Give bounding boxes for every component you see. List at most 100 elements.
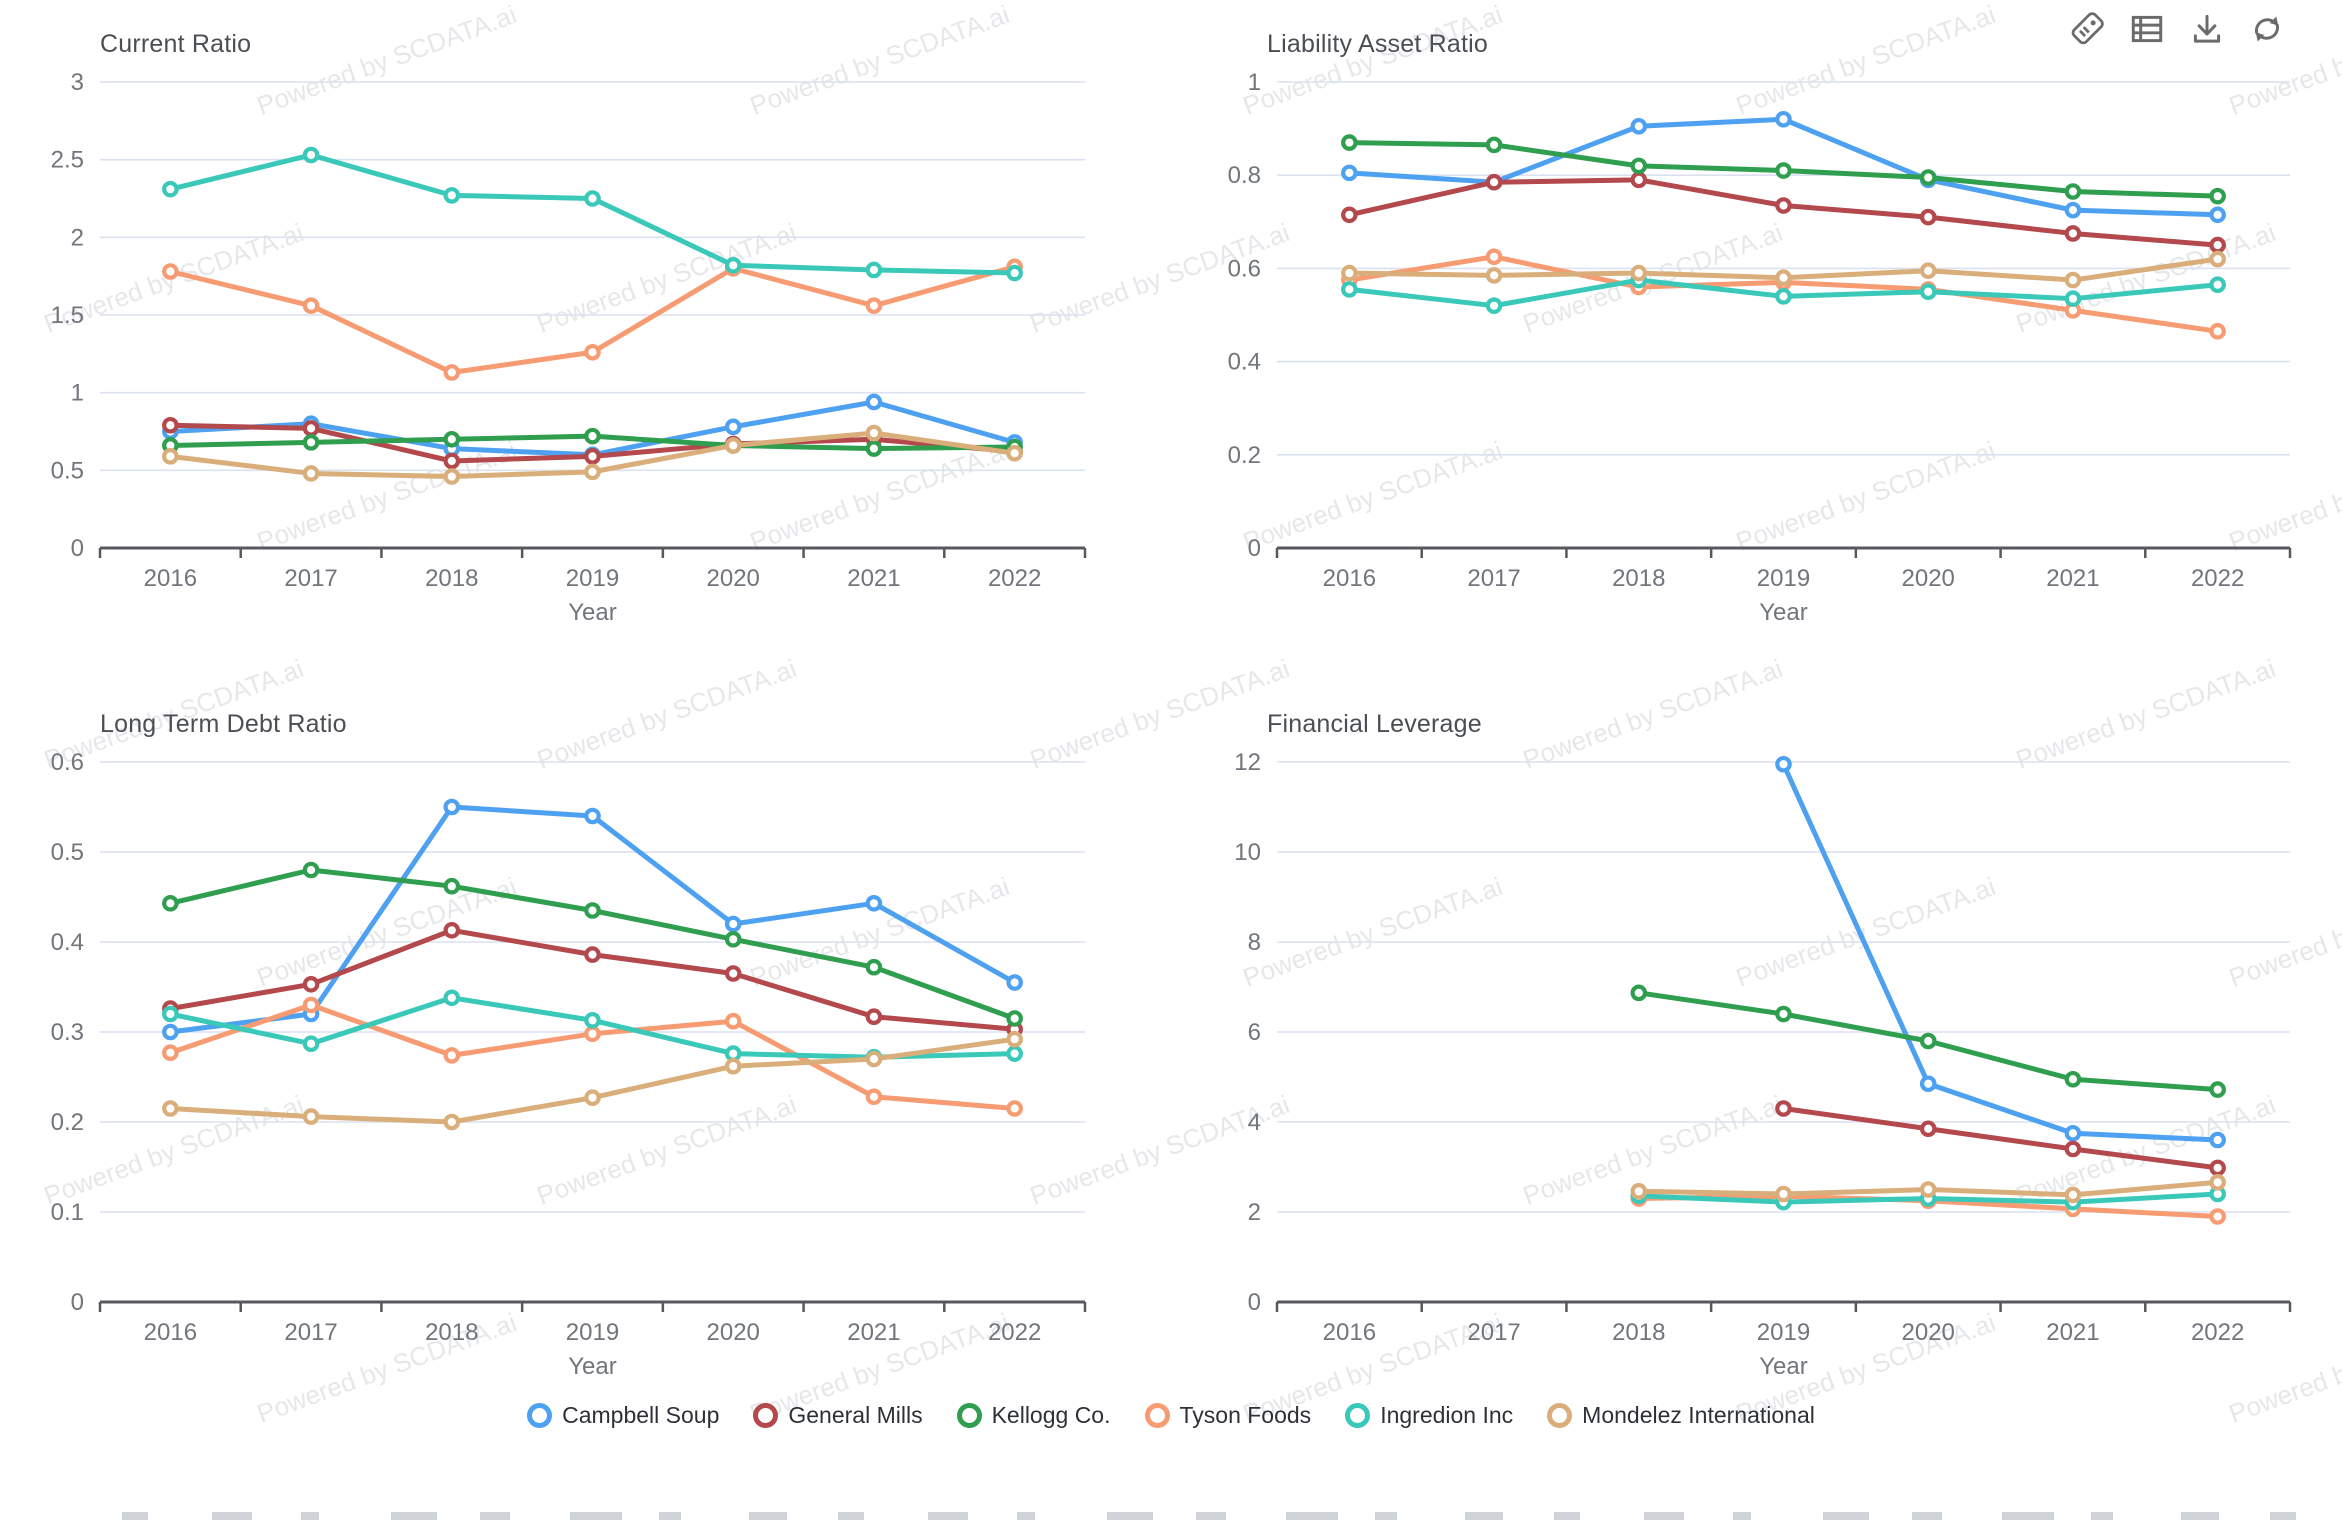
data-point-marker[interactable] xyxy=(1630,984,1648,1002)
data-point-marker[interactable] xyxy=(302,861,320,879)
legend-item-kellogg-co-[interactable]: Kellogg Co. xyxy=(956,1402,1111,1429)
tag-icon[interactable] xyxy=(2068,10,2106,48)
data-point-marker[interactable] xyxy=(1006,264,1023,282)
data-point-marker[interactable] xyxy=(443,798,461,816)
data-point-marker[interactable] xyxy=(443,364,461,381)
data-point-marker[interactable] xyxy=(724,1012,742,1030)
data-point-marker[interactable] xyxy=(302,465,320,482)
data-point-marker[interactable] xyxy=(2209,250,2226,268)
refresh-icon[interactable] xyxy=(2248,10,2286,48)
data-point-marker[interactable] xyxy=(1630,264,1648,282)
data-point-marker[interactable] xyxy=(584,190,601,207)
data-point-marker[interactable] xyxy=(2064,1140,2082,1158)
data-point-marker[interactable] xyxy=(443,452,461,470)
data-point-marker[interactable] xyxy=(584,427,601,445)
data-point-marker[interactable] xyxy=(443,1113,461,1131)
data-point-marker[interactable] xyxy=(2064,290,2082,307)
table-icon[interactable] xyxy=(2128,10,2166,48)
data-point-marker[interactable] xyxy=(1775,1185,1792,1203)
data-point-marker[interactable] xyxy=(443,877,461,895)
data-point-marker[interactable] xyxy=(1006,444,1023,462)
data-point-marker[interactable] xyxy=(2064,271,2082,289)
data-point-marker[interactable] xyxy=(724,1057,742,1075)
data-point-marker[interactable] xyxy=(443,922,461,939)
legend-item-mondelez-international[interactable]: Mondelez International xyxy=(1547,1402,1815,1429)
legend-item-tyson-foods[interactable]: Tyson Foods xyxy=(1144,1402,1311,1429)
data-point-marker[interactable] xyxy=(162,448,179,465)
data-point-marker[interactable] xyxy=(2209,323,2226,340)
data-point-marker[interactable] xyxy=(2209,276,2226,294)
data-point-marker[interactable] xyxy=(1919,1032,1937,1050)
data-point-marker[interactable] xyxy=(584,1025,601,1043)
data-point-marker[interactable] xyxy=(1485,173,1503,191)
data-point-marker[interactable] xyxy=(1775,288,1792,305)
data-point-marker[interactable] xyxy=(443,1047,461,1064)
data-point-marker[interactable] xyxy=(443,989,461,1007)
data-point-marker[interactable] xyxy=(302,420,320,437)
data-point-marker[interactable] xyxy=(443,468,461,485)
data-point-marker[interactable] xyxy=(584,807,601,825)
data-point-marker[interactable] xyxy=(1775,162,1792,179)
data-point-marker[interactable] xyxy=(162,1044,179,1061)
data-point-marker[interactable] xyxy=(865,1008,883,1025)
data-point-marker[interactable] xyxy=(1485,136,1503,154)
data-point-marker[interactable] xyxy=(162,180,179,198)
data-point-marker[interactable] xyxy=(2064,1124,2082,1142)
data-point-marker[interactable] xyxy=(1006,1045,1023,1062)
data-point-marker[interactable] xyxy=(2209,187,2226,205)
data-point-marker[interactable] xyxy=(162,1023,179,1041)
data-point-marker[interactable] xyxy=(724,930,742,948)
data-point-marker[interactable] xyxy=(2064,1186,2082,1204)
data-point-marker[interactable] xyxy=(1630,117,1648,135)
data-point-marker[interactable] xyxy=(2209,236,2226,254)
data-point-marker[interactable] xyxy=(162,895,179,912)
data-point-marker[interactable] xyxy=(1775,755,1792,773)
data-point-marker[interactable] xyxy=(443,187,461,204)
data-point-marker[interactable] xyxy=(1341,164,1358,182)
data-point-marker[interactable] xyxy=(2209,1173,2226,1191)
data-point-marker[interactable] xyxy=(302,1035,320,1052)
data-point-marker[interactable] xyxy=(865,297,883,314)
data-point-marker[interactable] xyxy=(1006,1030,1023,1048)
data-point-marker[interactable] xyxy=(1919,283,1937,300)
data-point-marker[interactable] xyxy=(1006,1100,1023,1117)
data-point-marker[interactable] xyxy=(302,996,320,1014)
data-point-marker[interactable] xyxy=(865,1050,883,1068)
data-point-marker[interactable] xyxy=(1006,974,1023,991)
data-point-marker[interactable] xyxy=(865,958,883,976)
data-point-marker[interactable] xyxy=(1485,267,1503,284)
data-point-marker[interactable] xyxy=(2209,1159,2226,1177)
data-point-marker[interactable] xyxy=(1630,157,1648,175)
data-point-marker[interactable] xyxy=(584,1011,601,1029)
data-point-marker[interactable] xyxy=(2209,206,2226,224)
data-point-marker[interactable] xyxy=(1775,110,1792,128)
data-point-marker[interactable] xyxy=(1775,269,1792,287)
legend-item-ingredion-inc[interactable]: Ingredion Inc xyxy=(1345,1402,1513,1429)
data-point-marker[interactable] xyxy=(1919,1181,1937,1198)
data-point-marker[interactable] xyxy=(865,424,883,442)
data-point-marker[interactable] xyxy=(1341,281,1358,298)
data-point-marker[interactable] xyxy=(724,418,742,436)
data-point-marker[interactable] xyxy=(584,1089,601,1106)
data-point-marker[interactable] xyxy=(1485,297,1503,314)
data-point-marker[interactable] xyxy=(1341,264,1358,282)
data-point-marker[interactable] xyxy=(302,975,320,993)
data-point-marker[interactable] xyxy=(2064,201,2082,219)
data-point-marker[interactable] xyxy=(2209,1131,2226,1149)
data-point-marker[interactable] xyxy=(302,297,320,314)
data-point-marker[interactable] xyxy=(584,902,601,919)
data-point-marker[interactable] xyxy=(2064,225,2082,242)
data-point-marker[interactable] xyxy=(1630,1182,1648,1200)
data-point-marker[interactable] xyxy=(1919,169,1937,186)
data-point-marker[interactable] xyxy=(1775,1005,1792,1023)
data-point-marker[interactable] xyxy=(724,437,742,454)
data-point-marker[interactable] xyxy=(162,1100,179,1117)
data-point-marker[interactable] xyxy=(1775,197,1792,214)
data-point-marker[interactable] xyxy=(1341,206,1358,224)
data-point-marker[interactable] xyxy=(162,263,179,280)
data-point-marker[interactable] xyxy=(1341,134,1358,151)
data-point-marker[interactable] xyxy=(584,448,601,465)
data-point-marker[interactable] xyxy=(865,393,883,411)
data-point-marker[interactable] xyxy=(1775,1100,1792,1117)
data-point-marker[interactable] xyxy=(584,946,601,963)
